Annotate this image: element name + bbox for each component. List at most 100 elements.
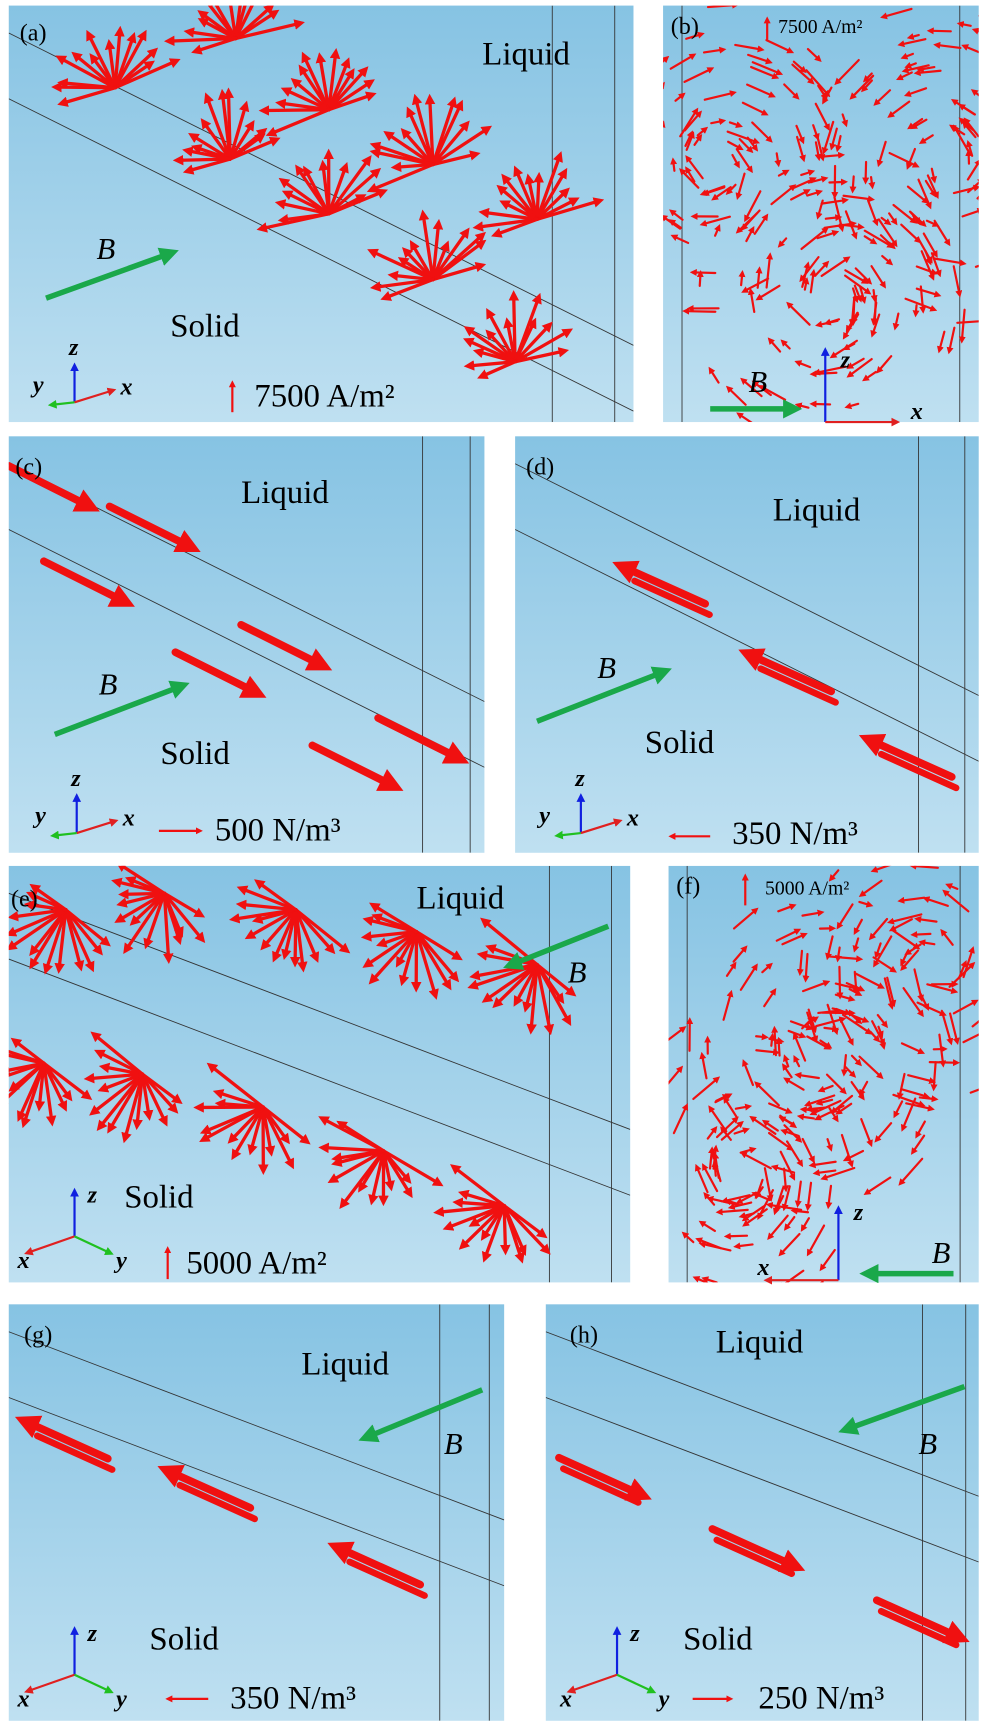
current-arrow [844,402,860,410]
current-arrow [115,865,167,895]
current-arrow [741,1205,766,1222]
current-arrow [500,1204,511,1256]
panel: z x (b) B 7500 A/m² [663,5,979,427]
current-arrow [703,1192,716,1206]
current-arrow [481,1204,506,1263]
current-arrow [842,194,875,203]
current-arrow [244,908,298,940]
current-arrow [770,184,797,206]
current-arrow [683,67,715,83]
current-arrow [696,270,704,287]
current-arrow [10,1037,46,1065]
current-arrow [904,943,922,956]
axis-label: x [17,1248,30,1274]
field-label: B [918,1427,937,1461]
current-arrow [806,189,823,197]
current-arrow [672,1103,689,1135]
current-arrow [472,347,517,364]
current-arrow [513,321,553,364]
current-arrow [105,502,201,552]
current-arrow [703,90,737,101]
current-arrow [327,47,341,112]
liquid-label: Liquid [241,475,329,511]
current-arrow [679,168,700,189]
current-arrow [711,1159,719,1177]
axis-label: z [574,766,585,792]
current-arrow [236,885,298,912]
current-arrow [327,1149,386,1184]
current-arrow [840,1133,854,1168]
current-arrow [774,152,782,168]
interface-line [8,1397,505,1587]
current-arrow [274,199,331,216]
current-arrow [838,1017,854,1046]
current-arrow [42,1061,57,1127]
current-arrow [787,1029,807,1039]
current-arrow [971,27,979,35]
current-arrow [874,942,882,959]
current-arrow [233,5,275,41]
current-arrow [631,577,713,618]
current-arrow [723,1096,739,1119]
current-arrow [896,71,913,81]
current-arrow [513,165,539,221]
current-arrow [431,125,493,167]
field-label: B [444,1427,463,1461]
current-arrow [888,212,898,226]
current-arrow [948,1012,960,1046]
liquid-label: Liquid [773,493,861,529]
current-arrow [258,105,331,116]
current-arrow [431,96,457,167]
current-arrow [901,64,930,74]
current-arrow [877,750,960,792]
current-arrow [367,248,435,282]
current-arrow [905,1102,935,1112]
current-arrow [962,121,977,139]
current-arrow [738,137,754,154]
current-arrow [767,337,782,353]
current-arrow [463,360,517,371]
current-arrow [922,896,949,907]
current-arrow [869,1030,881,1043]
current-arrow [414,930,439,1000]
current-arrow [967,177,979,194]
current-arrow [96,1072,145,1132]
panel: z x y (e) Liquid Solid B 5000 A/m² [8,865,631,1283]
current-arrow [162,891,206,918]
current-arrow [368,930,419,985]
current-arrow [862,72,873,83]
rendering [663,5,979,423]
current-arrow [780,339,791,350]
field-label: B [932,1236,951,1270]
axis-arrow [50,830,77,840]
current-arrow [502,1204,551,1255]
current-arrow [768,1131,794,1151]
current-arrow [922,232,938,258]
current-arrow [535,962,577,997]
current-arrow [817,84,828,100]
current-arrow [892,1093,926,1108]
current-arrow [900,1042,926,1055]
current-arrow [298,64,331,112]
current-arrow [699,1051,708,1080]
panel-background [8,1304,505,1721]
current-arrow [383,130,435,167]
current-arrow [478,207,539,221]
current-arrow [966,139,974,157]
current-arrow [508,290,520,364]
current-arrow [876,140,887,168]
current-arrow [51,81,117,93]
current-arrow [433,1204,506,1217]
interface-line [515,463,979,696]
current-arrow [669,53,697,70]
current-arrow [836,965,844,1000]
current-arrow [750,65,780,80]
current-arrow [866,199,879,227]
current-arrow [42,1061,93,1100]
current-arrow [933,41,962,50]
current-arrow [858,734,956,781]
current-arrow [887,100,911,118]
current-arrow [783,1077,805,1091]
current-arrow [701,1276,718,1283]
current-arrow [327,57,351,112]
